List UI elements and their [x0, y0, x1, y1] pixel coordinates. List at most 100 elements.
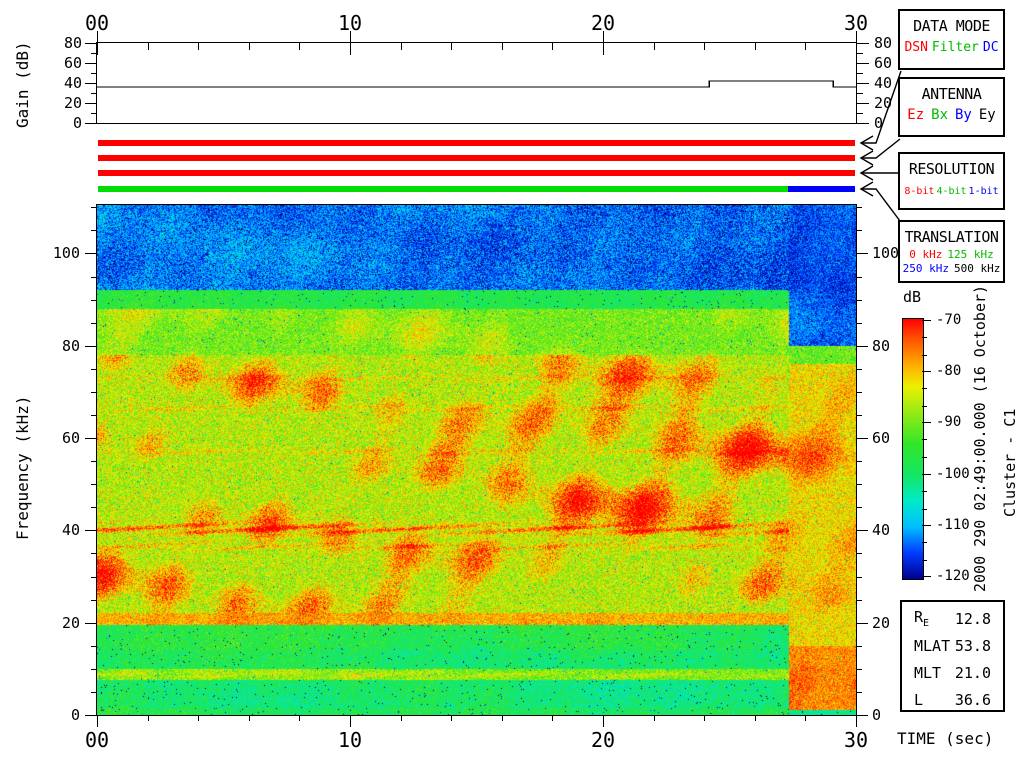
mlt-label: MLT: [914, 663, 942, 682]
gain-time-tick-label: 30: [843, 11, 869, 35]
datetime-label: 2000 290 02:49:00.000 (16 October): [971, 284, 989, 592]
data-mode-dc: DC: [982, 40, 999, 55]
axis-tick: [856, 103, 869, 104]
ephemeris-row-re: RE 12.8: [902, 605, 1003, 632]
gain-ytick-label-right: 80: [874, 34, 893, 52]
freq-tick-label-right: 40: [872, 521, 891, 539]
arrow-icon: [859, 181, 874, 197]
time-axis-title: TIME (sec): [897, 729, 994, 748]
gain-ytick-label-right: 20: [874, 94, 893, 112]
time-tick-label: 10: [337, 728, 363, 752]
resolution-4bit: 4-bit: [936, 186, 967, 197]
axis-tick: [856, 83, 869, 84]
resolution-bar-segment: [98, 170, 855, 176]
antenna-ey: Ey: [978, 107, 996, 123]
data-mode-dsn: DSN: [904, 40, 928, 55]
mlat-value: 53.8: [954, 636, 991, 655]
gain-axis-title: Gain (dB): [13, 41, 32, 128]
colorbar-tick-label: -100: [936, 466, 970, 482]
gain-ytick-label-right: 60: [874, 54, 893, 72]
translation-0khz: 0 kHz: [909, 248, 943, 261]
freq-tick-label: 100: [52, 244, 80, 262]
gain-time-tick-label: 20: [590, 11, 616, 35]
axis-tick: [856, 715, 868, 716]
mlt-value: 21.0: [954, 663, 991, 682]
re-value: 12.8: [954, 609, 991, 628]
resolution-title: RESOLUTION: [908, 160, 995, 178]
resolution-1bit: 1-bit: [968, 186, 999, 197]
resolution-panel: RESOLUTION 8-bit 4-bit 1-bit: [898, 152, 1005, 210]
axis-tick: [856, 43, 869, 44]
l-label: L: [914, 690, 924, 709]
translation-bar: [98, 186, 855, 192]
axis-tick: [856, 93, 863, 94]
axis-tick: [856, 53, 863, 54]
freq-tick-label-right: 80: [872, 337, 891, 355]
translation-panel: TRANSLATION 0 kHz 125 kHz 250 kHz 500 kH…: [898, 220, 1005, 283]
spacecraft-label: Cluster - C1: [1001, 408, 1019, 517]
time-tick-label: 30: [843, 728, 869, 752]
antenna-bx: Bx: [931, 107, 948, 123]
ephemeris-box: RE 12.8 MLAT 53.8 MLT 21.0 L 36.6: [900, 600, 1005, 712]
colorbar-unit-label: dB: [903, 288, 922, 306]
freq-tick-label: 20: [61, 614, 80, 632]
axis-tick: [856, 253, 868, 254]
colorbar-tick-label: -90: [936, 414, 962, 430]
antenna-title: ANTENNA: [921, 85, 982, 103]
axis-tick: [856, 123, 869, 124]
axis-tick: [856, 623, 868, 624]
colorbar-tick-label: -80: [936, 363, 962, 379]
ephemeris-row-mlt: MLT 21.0: [902, 659, 1003, 686]
time-tick-label: 00: [84, 728, 110, 752]
antenna-bar-segment: [98, 155, 855, 161]
freq-tick-label-right: 20: [872, 614, 891, 632]
spectrogram-canvas: [97, 205, 856, 715]
translation-bar-segment: [788, 186, 855, 192]
freq-tick-label-right: 60: [872, 429, 891, 447]
gain-time-tick-label: 10: [337, 11, 363, 35]
arrow-icon: [859, 150, 874, 166]
axis-tick: [856, 715, 857, 727]
gain-ytick-label-right: 0: [874, 114, 884, 132]
translation-bar-segment: [98, 186, 789, 192]
gain-plot: [96, 42, 857, 124]
data-mode-filter: Filter: [931, 40, 979, 55]
l-value: 36.6: [954, 690, 991, 709]
ephemeris-row-l: L 36.6: [902, 686, 1003, 713]
axis-tick: [856, 438, 868, 439]
resolution-8bit: 8-bit: [904, 186, 935, 197]
freq-tick-label-right: 100: [872, 244, 900, 262]
antenna-panel: ANTENNA Ez Bx By Ey: [898, 77, 1005, 137]
colorbar-tick-label: -110: [936, 517, 970, 533]
axis-tick: [856, 530, 868, 531]
axis-tick: [856, 346, 868, 347]
data-mode-title: DATA MODE: [913, 17, 990, 35]
frequency-axis-title: Frequency (kHz): [13, 395, 32, 541]
axis-tick: [856, 113, 863, 114]
arrow-icon: [859, 135, 874, 151]
antenna-by: By: [955, 107, 972, 123]
axis-tick: [856, 63, 869, 64]
re-label: R: [914, 608, 924, 626]
mlat-label: MLAT: [914, 636, 951, 655]
freq-tick-label: 80: [61, 337, 80, 355]
resolution-bar: [98, 170, 855, 176]
re-sub: E: [923, 618, 930, 629]
translation-title: TRANSLATION: [904, 228, 999, 246]
spectrogram-frame: [96, 204, 857, 716]
translation-250khz: 250 kHz: [902, 262, 949, 275]
arrow-icon: [859, 165, 874, 181]
gain-line-plot: [97, 80, 856, 88]
axis-tick: [856, 73, 863, 74]
colorbar-tick-label: -120: [936, 568, 970, 584]
gain-time-tick-label: 00: [84, 11, 110, 35]
data-mode-bar-segment: [98, 140, 855, 146]
freq-tick-label: 0: [70, 706, 80, 724]
ephemeris-row-mlat: MLAT 53.8: [902, 632, 1003, 659]
antenna-bar: [98, 155, 855, 161]
translation-500khz: 500 kHz: [954, 262, 1001, 275]
translation-125khz: 125 kHz: [947, 248, 994, 261]
data-mode-panel: DATA MODE DSN Filter DC: [898, 9, 1005, 70]
data-mode-bar: [98, 140, 855, 146]
